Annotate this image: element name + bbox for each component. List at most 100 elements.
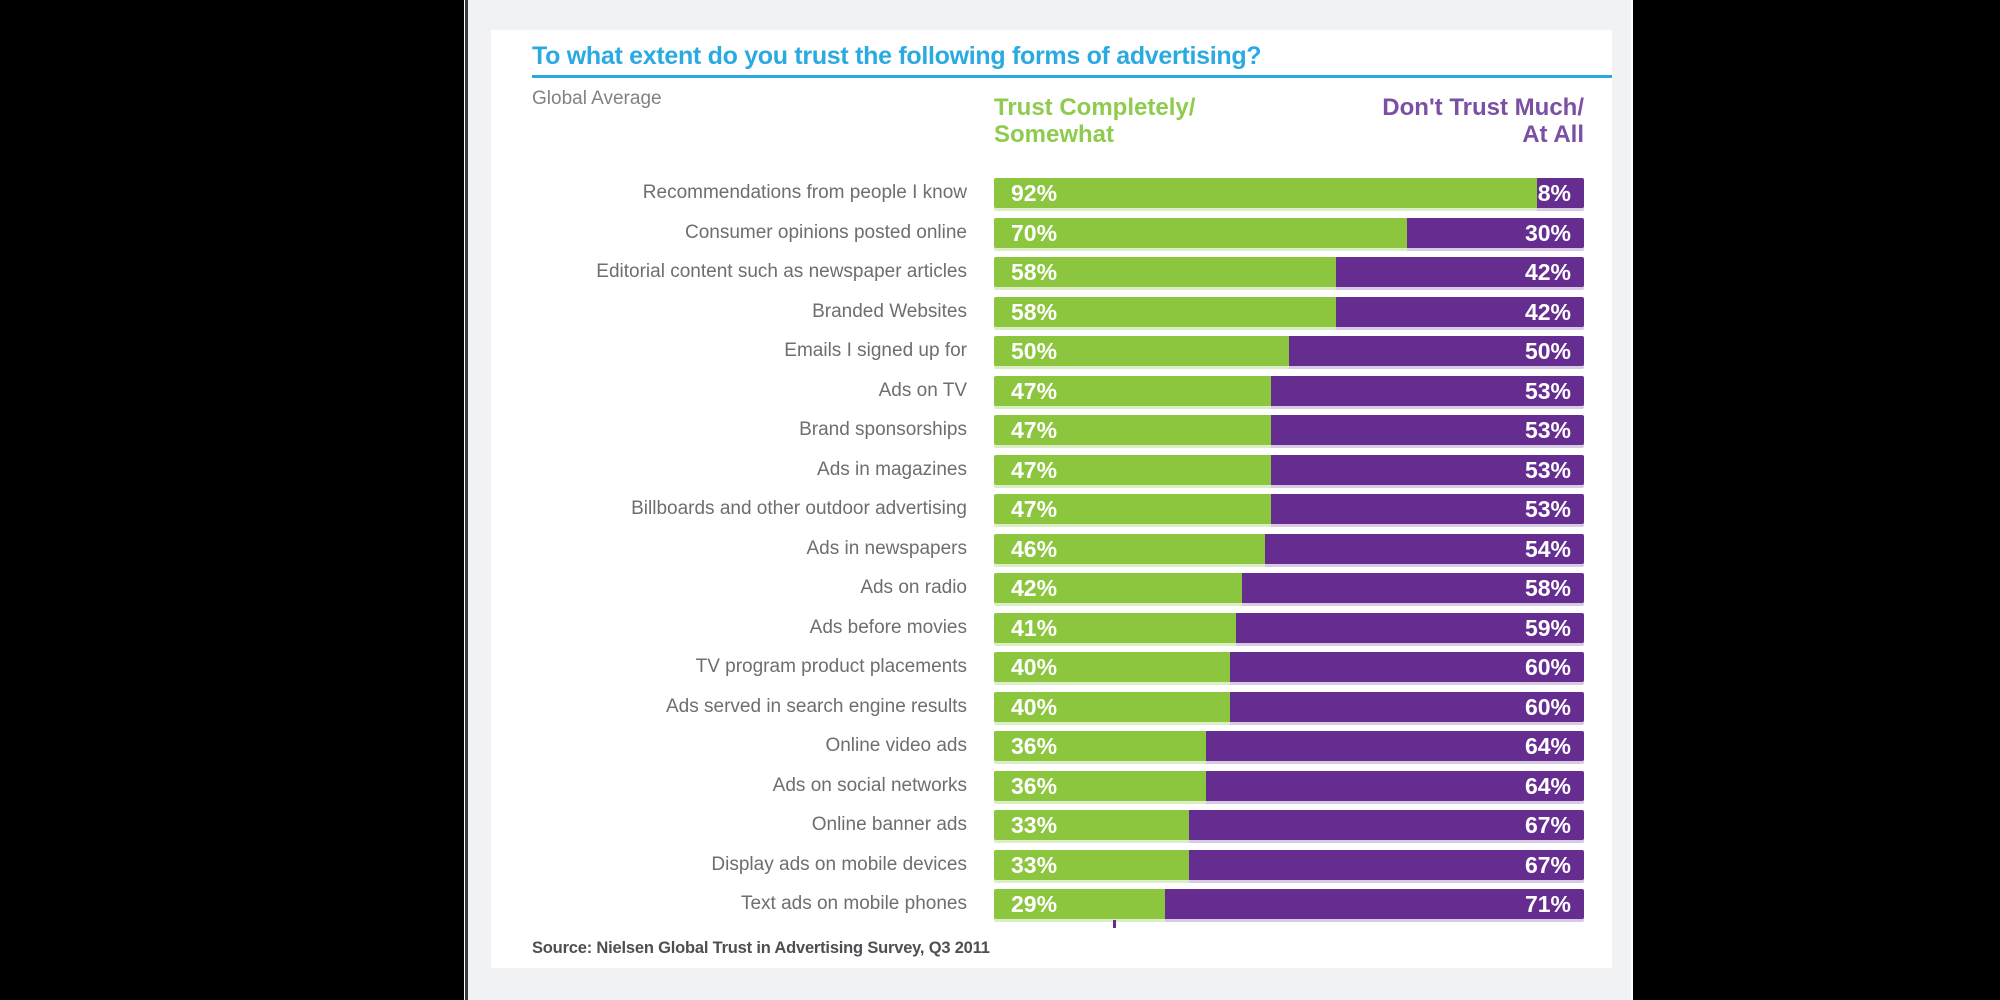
category-label: Ads on TV — [878, 379, 967, 401]
trust-bar-segment: 42% — [994, 573, 1242, 603]
distrust-value: 53% — [1524, 496, 1571, 522]
distrust-value: 54% — [1524, 535, 1571, 562]
trust-value: 47% — [1011, 456, 1058, 483]
distrust-bar-segment: 67% — [1188, 810, 1584, 840]
legend-trust-line2: Somewhat — [994, 121, 1115, 148]
distrust-value: 42% — [1524, 259, 1571, 285]
distrust-bar-segment: 53% — [1271, 415, 1584, 445]
trust-value: 33% — [1011, 851, 1058, 878]
chart-title: To what extent do you trust the followin… — [532, 42, 1262, 70]
distrust-value: 64% — [1524, 733, 1571, 759]
stacked-bar: 58% 42% — [994, 257, 1584, 287]
bar-row: Brand sponsorships 47% 53% — [532, 415, 1584, 445]
category-label: Emails I signed up for — [784, 340, 967, 361]
stacked-bar: 29% 71% — [994, 889, 1584, 919]
category-label: Branded Websites — [812, 300, 967, 322]
browser-page: To what extent do you trust the followin… — [465, 0, 1633, 1000]
distrust-bar-segment: 8% — [1536, 178, 1584, 208]
trust-value: 42% — [1011, 575, 1058, 601]
bar-row: TV program product placements 40% 60% — [532, 652, 1584, 682]
trust-bar-segment: 29% — [994, 889, 1166, 919]
trust-value: 46% — [1011, 535, 1058, 562]
category-label: Editorial content such as newspaper arti… — [596, 261, 967, 282]
distrust-value: 67% — [1524, 812, 1571, 838]
trust-value: 70% — [1011, 219, 1058, 246]
category-label: Display ads on mobile devices — [711, 853, 967, 875]
stacked-bar: 47% 53% — [994, 494, 1584, 524]
trust-value: 33% — [1011, 812, 1058, 838]
stacked-bar: 47% 53% — [994, 454, 1584, 485]
trust-bar-segment: 50% — [994, 336, 1289, 366]
trust-value: 40% — [1011, 693, 1058, 720]
stacked-bar: 70% 30% — [994, 217, 1584, 248]
trust-value: 40% — [1011, 654, 1058, 680]
legend-trust-line1: Trust Completely/ — [994, 94, 1196, 121]
trust-bar-segment: 70% — [994, 217, 1407, 248]
legend-trust: Trust Completely/ Somewhat — [994, 94, 1195, 148]
distrust-bar-segment: 42% — [1336, 296, 1584, 327]
distrust-value: 8% — [1537, 180, 1571, 206]
category-label: Ads in newspapers — [806, 537, 967, 559]
bar-row: Recommendations from people I know 92% 8… — [532, 178, 1584, 208]
distrust-bar-segment: 53% — [1271, 494, 1584, 524]
stacked-bar: 40% 60% — [994, 691, 1584, 722]
bar-row: Branded Websites 58% 42% — [532, 296, 1584, 327]
distrust-value: 71% — [1524, 891, 1571, 917]
trust-bar-segment: 47% — [994, 454, 1272, 485]
stacked-bar: 40% 60% — [994, 652, 1584, 682]
distrust-bar-segment: 58% — [1241, 573, 1584, 603]
distrust-bar-segment: 64% — [1206, 731, 1584, 761]
chart-subtitle: Global Average — [532, 88, 662, 109]
distrust-bar-segment: 50% — [1289, 336, 1584, 366]
chart-panel: To what extent do you trust the followin… — [491, 30, 1612, 968]
trust-value: 36% — [1011, 733, 1058, 759]
category-label: Consumer opinions posted online — [684, 221, 967, 243]
trust-value: 47% — [1011, 417, 1058, 443]
trust-bar-segment: 58% — [994, 296, 1337, 327]
bar-row: Ads on radio 42% 58% — [532, 573, 1584, 603]
legend-distrust: Don't Trust Much/ At All — [1382, 94, 1584, 148]
category-label: Ads before movies — [809, 616, 967, 638]
stray-tick-mark — [1113, 920, 1116, 928]
bar-row: Display ads on mobile devices 33% 67% — [532, 849, 1584, 880]
distrust-bar-segment: 60% — [1230, 652, 1584, 682]
trust-value: 41% — [1011, 614, 1058, 641]
trust-bar-segment: 40% — [994, 691, 1230, 722]
stacked-bar: 36% 64% — [994, 731, 1584, 761]
stacked-bar: 36% 64% — [994, 770, 1584, 801]
bar-row: Ads served in search engine results 40% … — [532, 691, 1584, 722]
distrust-value: 53% — [1524, 456, 1571, 483]
stacked-bar: 46% 54% — [994, 533, 1584, 564]
trust-bar-segment: 33% — [994, 810, 1189, 840]
category-label: Ads on radio — [860, 577, 967, 598]
stacked-bar: 47% 53% — [994, 375, 1584, 406]
trust-bar-segment: 92% — [994, 178, 1537, 208]
distrust-value: 60% — [1524, 693, 1571, 720]
trust-bar-segment: 47% — [994, 494, 1272, 524]
distrust-value: 58% — [1524, 575, 1571, 601]
trust-value: 50% — [1011, 338, 1058, 364]
trust-bar-segment: 40% — [994, 652, 1230, 682]
distrust-bar-segment: 60% — [1230, 691, 1584, 722]
category-label: Online video ads — [825, 735, 967, 756]
distrust-value: 67% — [1524, 851, 1571, 878]
stacked-bar: 92% 8% — [994, 178, 1584, 208]
chart-header: To what extent do you trust the followin… — [532, 30, 1612, 78]
bar-row: Editorial content such as newspaper arti… — [532, 257, 1584, 287]
trust-bar-segment: 46% — [994, 533, 1266, 564]
stacked-bar: 33% 67% — [994, 810, 1584, 840]
bar-row: Emails I signed up for 50% 50% — [532, 336, 1584, 366]
category-label: Billboards and other outdoor advertising — [631, 498, 967, 519]
bar-row: Ads in newspapers 46% 54% — [532, 533, 1584, 564]
bar-row: Ads in magazines 47% 53% — [532, 454, 1584, 485]
bar-row: Ads before movies 41% 59% — [532, 612, 1584, 643]
distrust-bar-segment: 53% — [1271, 375, 1584, 406]
stacked-bar: 33% 67% — [994, 849, 1584, 880]
category-label: TV program product placements — [695, 656, 967, 677]
bar-row: Text ads on mobile phones 29% 71% — [532, 889, 1584, 919]
distrust-bar-segment: 42% — [1336, 257, 1584, 287]
trust-bar-segment: 47% — [994, 415, 1272, 445]
bar-row: Online banner ads 33% 67% — [532, 810, 1584, 840]
trust-value: 47% — [1011, 377, 1058, 404]
